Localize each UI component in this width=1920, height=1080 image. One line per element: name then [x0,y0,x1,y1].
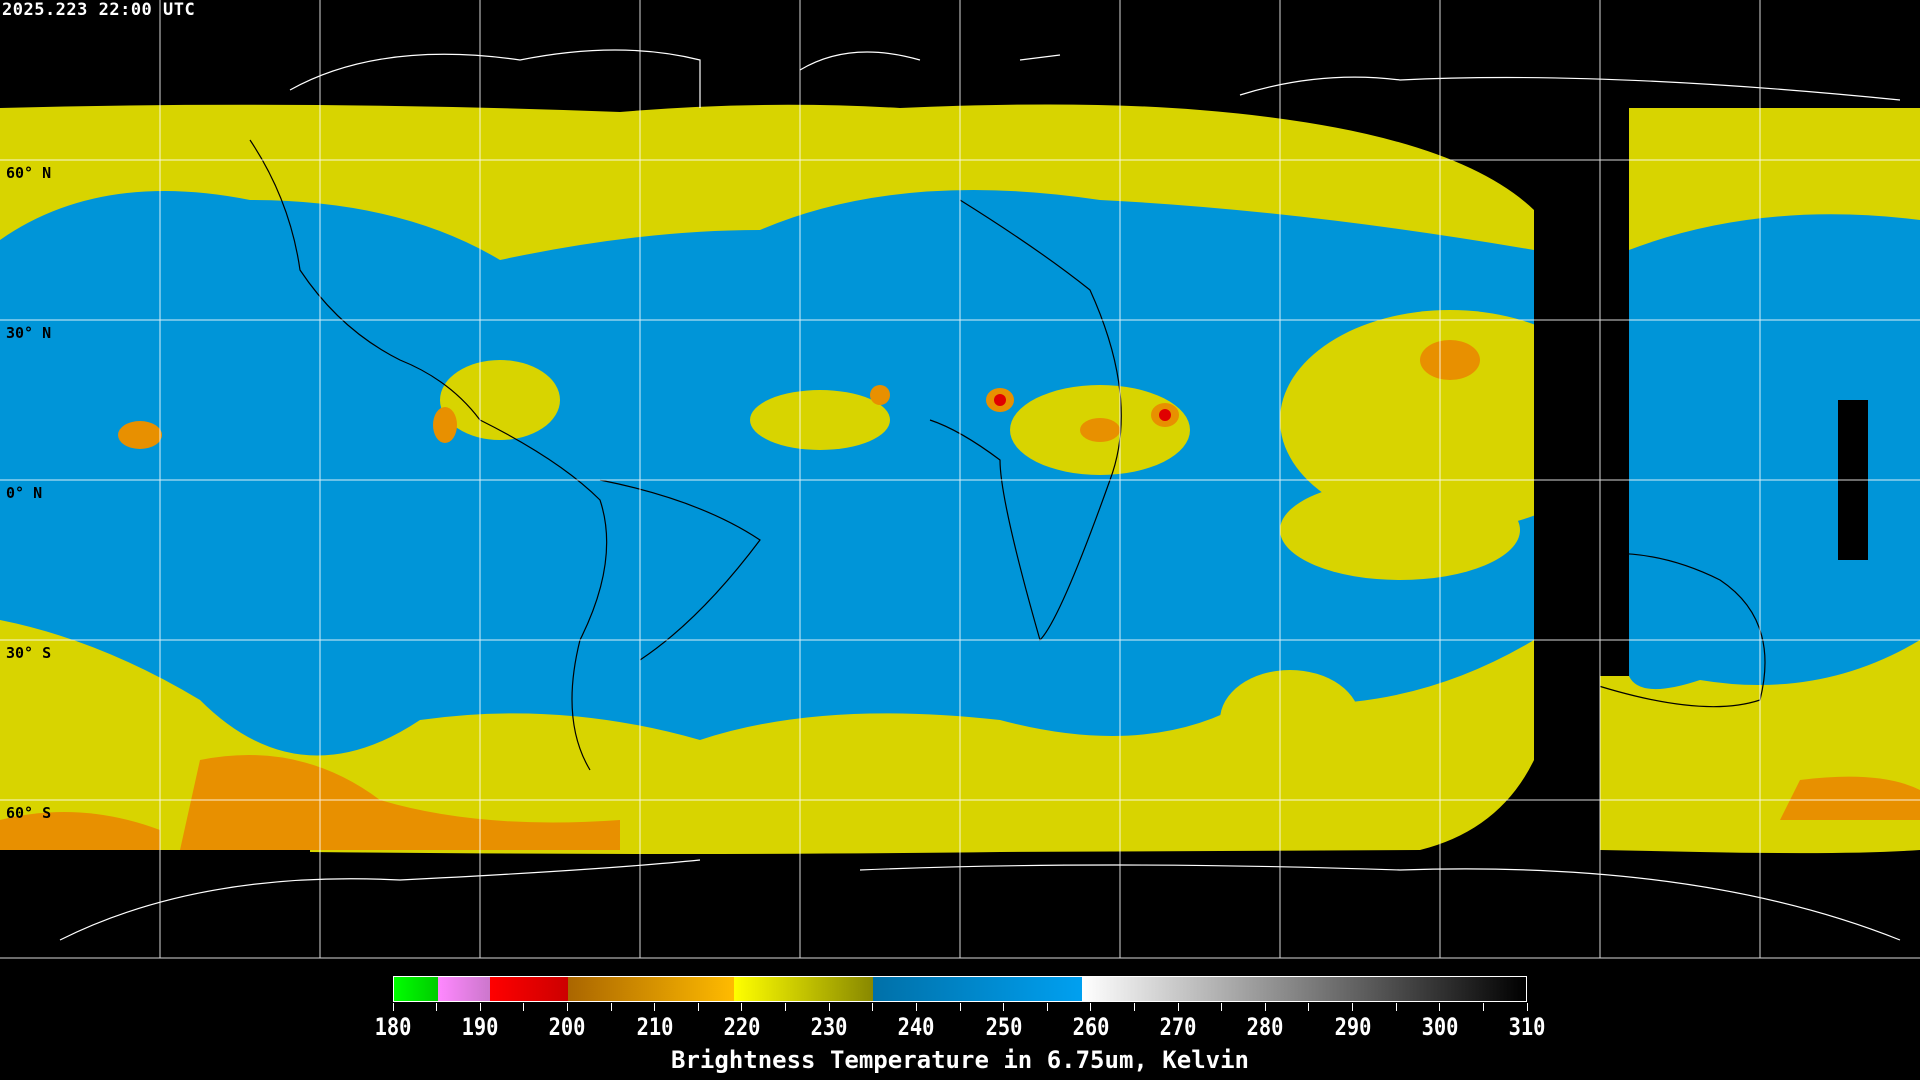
colorbar-tick-label: 180 [374,1013,412,1041]
colorbar-title: Brightness Temperature in 6.75um, Kelvin [671,1046,1249,1074]
colorbar-tick [1264,1003,1266,1011]
colorbar-tick [1526,1003,1528,1011]
colorbar-tick [479,1003,481,1011]
colorbar-tick [1308,1003,1310,1011]
colorbar-tick-label: 220 [723,1013,761,1041]
colorbar-tick-label: 230 [810,1013,848,1041]
moist-band-east [1629,214,1920,690]
colorbar-tick-label: 310 [1508,1013,1546,1041]
colorbar-tick [1439,1003,1441,1011]
lat-label-0: 0° N [6,484,43,502]
colorbar-tick [872,1003,874,1011]
data-coverage [0,104,1920,862]
colorbar-tick-label: 200 [549,1013,586,1041]
lat-label-30n: 30° N [6,324,52,342]
colorbar-tick [741,1003,743,1011]
colorbar-tick-label: 250 [985,1013,1023,1041]
lat-label-60s: 60° S [6,804,52,822]
colorbar-tick [1090,1003,1092,1011]
lat-label-30s: 30° S [6,644,52,662]
colorbar-tick [1352,1003,1354,1011]
colorbar-tick-label: 280 [1246,1013,1284,1041]
colorbar-tick-label: 260 [1072,1013,1110,1041]
colorbar-tick [1046,1003,1048,1011]
colorbar-tick-label: 270 [1159,1013,1197,1041]
coastlines [59,49,1901,941]
colorbar-tick [1177,1003,1179,1011]
colorbar-tick [1221,1003,1223,1011]
colorbar-tick [1133,1003,1135,1011]
data-gap [1534,105,1629,676]
colorbar-tick [436,1003,438,1011]
colorbar-segment [489,977,569,1001]
colorbar-tick [828,1003,830,1011]
colorbar-tick-label: 210 [636,1013,674,1041]
colorbar-segment [568,977,734,1001]
colorbar-tick [1482,1003,1484,1011]
colorbar-tick [566,1003,568,1011]
colorbar-tick [523,1003,525,1011]
colorbar-tick-label: 240 [897,1013,935,1041]
colorbar-tick [785,1003,787,1011]
colorbar-tick-label: 290 [1334,1013,1371,1041]
colorbar-tick-label: 190 [461,1013,499,1041]
satellite-map [0,0,1920,959]
colorbar-tick [654,1003,656,1011]
lat-lon-grid [0,0,1920,959]
colorbar-segment [733,977,873,1001]
cold-cloud-areas [0,310,1920,850]
colorbar-segment [1081,977,1526,1001]
timestamp: 2025.223 22:00 UTC [2,0,196,20]
colorbar-segment [394,977,438,1001]
colorbar-tick [915,1003,917,1011]
colorbar-segment [437,977,490,1001]
colorbar-tick [959,1003,961,1011]
colorbar-tick [1003,1003,1005,1011]
moist-band [0,190,1534,756]
colorbar-tick [392,1003,394,1011]
colorbar-segment [872,977,1082,1001]
colorbar-tick [1395,1003,1397,1011]
lat-label-60n: 60° N [6,164,52,182]
colorbar-tick [610,1003,612,1011]
colorbar-tick [697,1003,699,1011]
colorbar [393,976,1527,1002]
colorbar-tick-label: 300 [1421,1013,1459,1041]
